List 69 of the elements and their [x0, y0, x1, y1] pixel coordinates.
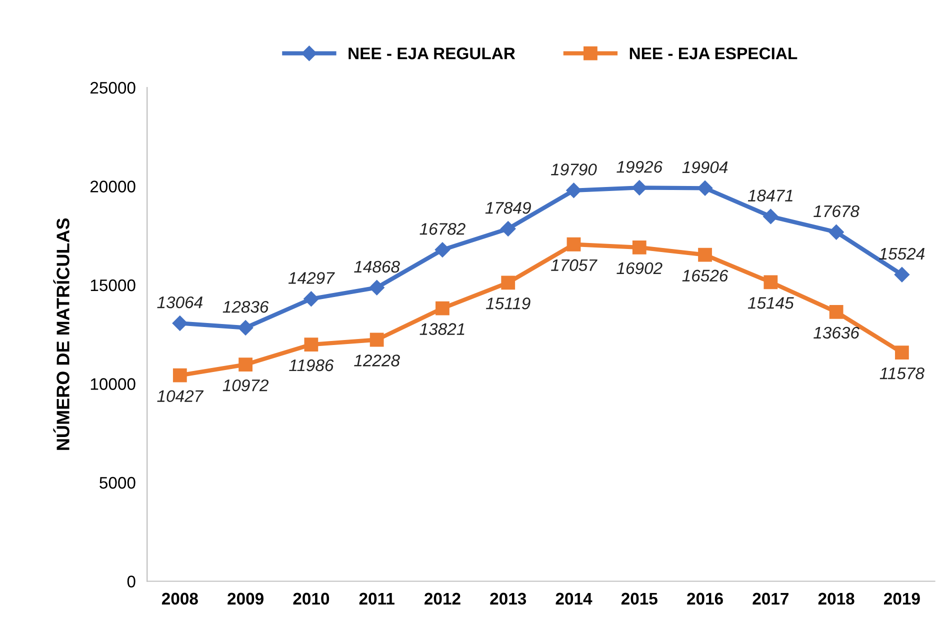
y-axis-title: NÚMERO DE MATRÍCULAS — [53, 218, 70, 450]
x-tick-label: 2019 — [884, 592, 920, 605]
point — [894, 267, 910, 282]
data-label: 17678 — [814, 205, 860, 218]
point — [500, 221, 516, 236]
point — [697, 180, 713, 196]
point — [632, 180, 647, 196]
data-label: 17057 — [551, 259, 598, 272]
x-tick-label: 2014 — [556, 592, 592, 605]
point — [172, 368, 187, 382]
x-tick-label: 2015 — [621, 592, 658, 605]
legend-label: NEE - EJA ESPECIAL — [630, 48, 798, 60]
data-label: 10427 — [157, 390, 204, 402]
point — [501, 276, 516, 290]
x-tick-label: 2016 — [687, 592, 723, 605]
x-tick-label: 2008 — [162, 592, 198, 605]
y-tick-label: 10000 — [90, 378, 136, 390]
y-tick-label: 25000 — [90, 82, 136, 94]
x-tick-label: 2018 — [818, 592, 854, 605]
data-label: 19926 — [616, 160, 663, 173]
point — [434, 242, 450, 258]
point — [369, 280, 384, 296]
point — [238, 358, 252, 372]
x-tick-label: 2013 — [490, 592, 526, 605]
data-label: 17849 — [485, 202, 531, 214]
data-label: 11986 — [289, 359, 334, 372]
point — [828, 224, 844, 240]
data-label: 16526 — [682, 270, 728, 282]
y-tick-label: 15000 — [90, 279, 136, 292]
data-label: 11578 — [880, 367, 924, 380]
data-label: 14868 — [354, 260, 400, 273]
data-label: 13821 — [420, 323, 464, 335]
data-label: 13636 — [814, 326, 860, 339]
data-label: 19790 — [551, 164, 597, 176]
data-label: 15119 — [486, 298, 530, 310]
point — [172, 316, 188, 331]
x-tick-label: 2012 — [424, 592, 460, 605]
point — [304, 291, 319, 306]
data-label: 16902 — [616, 262, 662, 274]
point — [829, 304, 844, 319]
y-tick-label: 0 — [127, 576, 136, 588]
point — [632, 240, 646, 254]
data-label: 12836 — [222, 300, 269, 313]
point — [763, 208, 778, 224]
data-label: 15145 — [748, 297, 794, 309]
point — [895, 346, 909, 360]
data-label: 15524 — [879, 248, 924, 260]
data-label: 12228 — [354, 354, 400, 366]
point — [370, 332, 384, 347]
data-label: 16782 — [420, 223, 466, 235]
data-label: 14297 — [288, 272, 335, 284]
y-tick-label: 20000 — [90, 180, 136, 192]
x-tick-label: 2017 — [752, 592, 788, 605]
point — [764, 275, 778, 290]
data-label: 19904 — [682, 161, 728, 174]
point — [698, 248, 712, 262]
point — [566, 237, 581, 252]
y-tick-label: 5000 — [100, 476, 136, 489]
x-tick-label: 2010 — [293, 592, 330, 605]
point — [304, 338, 318, 352]
legend-label: NEE - EJA REGULAR — [348, 48, 516, 60]
data-label: 13064 — [157, 296, 202, 308]
x-tick-label: 2011 — [359, 592, 394, 605]
x-tick-label: 2009 — [228, 592, 264, 605]
point — [238, 320, 254, 336]
data-label: 18471 — [748, 190, 792, 202]
data-label: 10972 — [222, 379, 268, 392]
point — [566, 182, 582, 198]
point — [436, 301, 450, 316]
